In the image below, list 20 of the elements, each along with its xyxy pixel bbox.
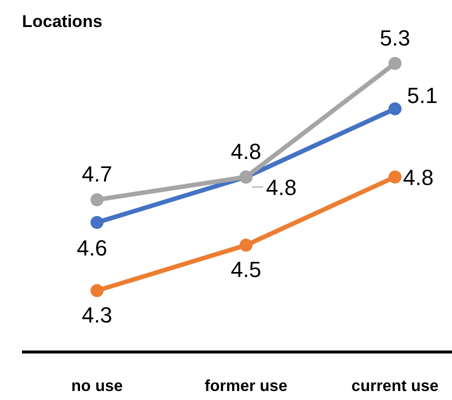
point bbox=[90, 284, 104, 298]
x-tick-label: no use bbox=[71, 378, 123, 395]
point bbox=[90, 193, 104, 206]
data-label: 4.3 bbox=[82, 302, 112, 328]
data-label: 4.6 bbox=[76, 235, 108, 260]
x-tick-label: former use bbox=[204, 378, 288, 395]
data-label: 4.8 bbox=[403, 165, 434, 190]
point bbox=[388, 56, 402, 70]
data-label: 4.5 bbox=[230, 257, 262, 282]
data-label: 4.8 bbox=[230, 139, 262, 164]
data-label: 4.8 bbox=[266, 175, 297, 200]
data-label: 4.7 bbox=[82, 162, 112, 187]
point bbox=[388, 102, 402, 116]
point bbox=[388, 170, 402, 184]
point bbox=[240, 238, 252, 252]
chart-title: Locations bbox=[22, 12, 102, 31]
x-tick-label: current use bbox=[351, 378, 439, 395]
data-label: 5.1 bbox=[407, 82, 438, 108]
data-label: 5.3 bbox=[380, 25, 410, 50]
point bbox=[90, 216, 104, 229]
